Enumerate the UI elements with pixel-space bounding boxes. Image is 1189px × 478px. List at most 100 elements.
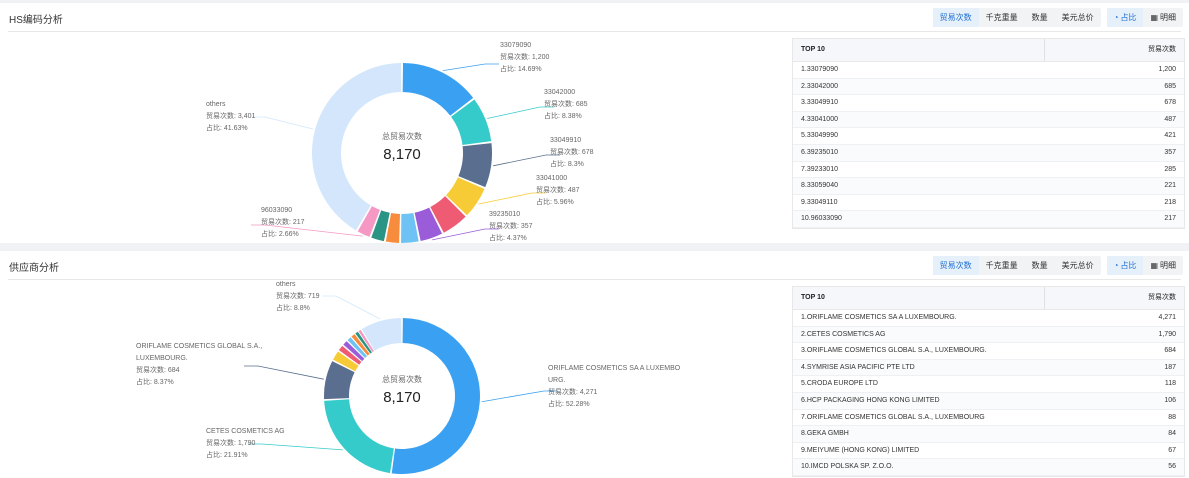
row-count: 67	[1168, 446, 1176, 454]
row-name: 1.33079090	[801, 66, 838, 73]
row-name: 8.33059040	[801, 182, 838, 190]
table-row[interactable]: 4.SYMRISE ASIA PACIFIC PTE LTD 187	[793, 359, 1184, 377]
pie-chart-icon: ◔	[1113, 261, 1119, 270]
row-count: 84	[1168, 430, 1176, 438]
donut-slice[interactable]	[347, 337, 368, 359]
callout-text: URG.	[548, 377, 566, 384]
donut-slice[interactable]	[414, 207, 443, 242]
table-row[interactable]: 5.33049990 421	[793, 128, 1184, 145]
table-row[interactable]: 7.39233010 285	[793, 162, 1184, 179]
view-detail-button[interactable]: ▦ 明细	[1143, 256, 1183, 275]
table-header-rank: TOP 10	[793, 287, 1045, 309]
metric-weight-button[interactable]: 千克重量	[985, 13, 1018, 22]
donut-slice[interactable]	[446, 177, 485, 216]
donut-slice[interactable]	[324, 399, 394, 474]
callout-text: CETES COSMETICS AG	[206, 428, 285, 435]
supplier-donut-chart: 总贸易次数 8,170 ORIFLAME COSMETICS SA A LUXEMB…	[136, 281, 681, 474]
callout-text: 贸易次数: 357	[489, 221, 533, 230]
row-count: 685	[1164, 82, 1176, 90]
table-header-count[interactable]: 贸易次数	[1148, 294, 1176, 301]
donut-slice[interactable]	[351, 334, 370, 356]
table-row[interactable]: 8.33059040 221	[793, 178, 1184, 195]
table-row[interactable]: 2.33042000 685	[793, 78, 1184, 96]
callout-text: 贸易次数: 4,271	[548, 387, 598, 396]
callout-line	[487, 106, 554, 119]
panel-toolbar: 贸易次数 千克重量 数量 美元总价 ◔ 占比 ▦ 明细	[927, 8, 1183, 27]
hs-code-panel: HS编码分析 贸易次数 千克重量 数量 美元总价 ◔ 占比 ▦ 明细 总贸易次数 8,…	[0, 3, 1189, 243]
donut-slice[interactable]	[343, 341, 365, 362]
donut-slice[interactable]	[357, 206, 380, 237]
metric-quantity-button[interactable]: 数量	[1031, 13, 1048, 22]
donut-slice[interactable]	[402, 63, 474, 116]
table-row[interactable]: 5.CRODA EUROPE LTD 118	[793, 376, 1184, 393]
table-row[interactable]: 6.HCP PACKAGING HONG KONG LIMITED 106	[793, 392, 1184, 410]
table-row[interactable]: 8.GEKA GMBH 84	[793, 426, 1184, 443]
callout-text: 贸易次数: 1,200	[500, 52, 550, 61]
callout-line	[442, 63, 499, 72]
callout-text: 贸易次数: 487	[536, 185, 580, 194]
callout-line	[481, 390, 558, 403]
callout-text: LUXEMBOURG.	[136, 355, 188, 362]
donut-slice[interactable]	[391, 318, 480, 474]
table-row[interactable]: 6.39235010 357	[793, 144, 1184, 162]
metric-usd-total-button[interactable]: 美元总价	[1061, 13, 1094, 22]
metric-trade-count-button[interactable]: 贸易次数	[932, 8, 979, 27]
center-label: 总贸易次数	[382, 374, 422, 384]
table-row[interactable]: 2.CETES COSMETICS AG 1,790	[793, 326, 1184, 344]
row-count: 1,790	[1158, 330, 1176, 338]
callout-text: 33049910	[550, 137, 581, 144]
row-name: 10.IMCD POLSKA SP. Z.O.O.	[801, 463, 894, 471]
donut-slice[interactable]	[311, 63, 402, 231]
table-row[interactable]: 10.96033090 217	[793, 211, 1184, 228]
metric-usd-total-button[interactable]: 美元总价	[1061, 261, 1094, 270]
table-row[interactable]: 7.ORIFLAME COSMETICS GLOBAL S.A., LUXEMB…	[793, 410, 1184, 427]
row-count: 684	[1164, 347, 1176, 355]
row-name: 4.SYMRISE ASIA PACIFIC PTE LTD	[801, 363, 915, 371]
table-row[interactable]: 9.33049110 218	[793, 195, 1184, 212]
table-row[interactable]: 3.33049910 678	[793, 95, 1184, 112]
donut-slice[interactable]	[451, 99, 492, 145]
donut-slice[interactable]	[401, 212, 419, 243]
callout-text: 贸易次数: 1,790	[206, 438, 256, 447]
table-header-count[interactable]: 贸易次数	[1148, 46, 1176, 53]
supplier-panel: 供应商分析 贸易次数 千克重量 数量 美元总价 ◔ 占比 ▦ 明细 总贸易次数 8,1…	[0, 251, 1189, 478]
donut-slice[interactable]	[385, 213, 401, 243]
row-count: 357	[1164, 148, 1176, 156]
callout-text: 占比: 8.38%	[544, 111, 582, 120]
callout-line	[322, 295, 381, 320]
donut-slice[interactable]	[361, 318, 402, 351]
row-count: 217	[1164, 215, 1176, 223]
panel-title: HS编码分析	[9, 15, 63, 26]
callout-text: others	[206, 101, 226, 108]
donut-slice[interactable]	[458, 143, 493, 188]
row-name: 4.33041000	[801, 115, 838, 123]
donut-slice[interactable]	[371, 210, 390, 242]
callout-line	[478, 192, 546, 205]
table-row[interactable]: 4.33041000 487	[793, 111, 1184, 129]
metric-quantity-button[interactable]: 数量	[1031, 261, 1048, 270]
donut-slice[interactable]	[430, 196, 466, 233]
callout-text: 33042000	[544, 89, 575, 96]
hs-code-top10-table: TOP 10 贸易次数 1.33079090 1,200 2.33042000 685…	[792, 38, 1185, 229]
metric-weight-button[interactable]: 千克重量	[985, 261, 1018, 270]
metric-trade-count-button[interactable]: 贸易次数	[932, 256, 979, 275]
view-share-button[interactable]: ◔ 占比	[1106, 8, 1144, 27]
callout-text: 33079090	[500, 42, 531, 49]
callout-text: ORIFLAME COSMETICS GLOBAL S.A.,	[136, 343, 262, 350]
donut-slice[interactable]	[338, 345, 362, 365]
table-row[interactable]: 10.IMCD POLSKA SP. Z.O.O. 56	[793, 459, 1184, 476]
donut-slice[interactable]	[324, 361, 355, 400]
table-row[interactable]: 1.33079090 1,200	[793, 62, 1184, 79]
view-detail-button[interactable]: ▦ 明细	[1143, 8, 1183, 27]
table-row[interactable]: 1.ORIFLAME COSMETICS SA A LUXEMBOURG. 4,2…	[793, 310, 1184, 327]
table-row[interactable]: 9.MEIYUME (HONG KONG) LIMITED 67	[793, 443, 1184, 460]
view-share-button[interactable]: ◔ 占比	[1106, 256, 1144, 275]
callout-text: 占比: 21.91%	[206, 450, 248, 459]
row-count: 56	[1168, 463, 1176, 471]
donut-slice[interactable]	[358, 329, 374, 352]
row-count: 1,200	[1158, 66, 1176, 73]
callout-text: 96033090	[261, 207, 292, 214]
donut-slice[interactable]	[355, 331, 372, 354]
table-row[interactable]: 3.ORIFLAME COSMETICS GLOBAL S.A., LUXEMB…	[793, 343, 1184, 360]
donut-slice[interactable]	[333, 351, 359, 372]
